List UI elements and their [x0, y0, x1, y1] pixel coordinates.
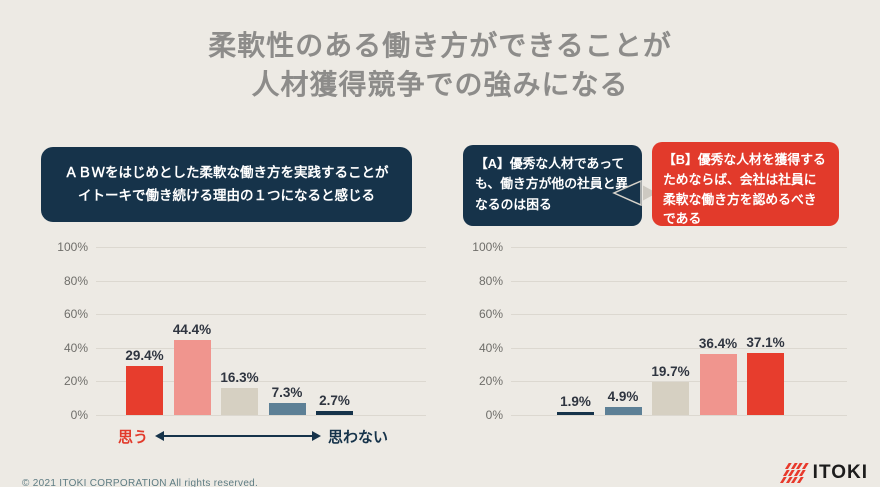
bar-group: 44.4%	[172, 322, 212, 415]
bar-value-label: 4.9%	[607, 388, 639, 404]
gridline	[96, 381, 426, 383]
bar	[268, 402, 306, 415]
left-chart-bars: 29.4% 44.4% 16.3% 7.3% 2.7%	[96, 322, 426, 415]
left-chart-y-axis: 100% 80% 60% 40% 20% 0%	[50, 240, 88, 422]
left-bar-chart: 100% 80% 60% 40% 20% 0% 29.4% 44.4% 16.3% 7.3% 2.…	[50, 240, 432, 456]
y-axis-tick-label: 100%	[472, 240, 503, 254]
y-axis-tick-label: 40%	[63, 340, 88, 355]
bar	[652, 381, 689, 415]
itoki-logo: ITOKI	[780, 462, 868, 484]
double-arrow-icon	[155, 431, 321, 441]
gridline	[96, 247, 426, 248]
bar	[126, 365, 163, 415]
bar-value-label: 1.9%	[560, 393, 591, 409]
y-axis-tick-label: 100%	[57, 240, 88, 254]
y-axis-tick-label: 40%	[478, 340, 503, 355]
itoki-logo-mark-icon	[780, 463, 809, 483]
itoki-logo-text: ITOKI	[812, 462, 868, 483]
gridline	[96, 415, 426, 416]
bar	[221, 387, 258, 415]
bar-value-label: 2.7%	[319, 392, 350, 408]
bar-group: 7.3%	[268, 384, 306, 415]
gridline	[96, 347, 426, 349]
statement-b-callout: 【B】優秀な人材を獲得するためならば、会社は社員に柔軟な働き方を認めるべきである	[652, 142, 839, 226]
bar	[173, 340, 211, 415]
left-statement-line2: イトーキで働き続ける理由の１つになると感じる	[78, 187, 375, 203]
bar	[747, 352, 784, 415]
bar-value-label: 19.7%	[651, 363, 690, 379]
gridline	[511, 314, 847, 316]
gridline	[96, 280, 426, 282]
bar	[604, 406, 642, 415]
bottom-white-strip	[0, 487, 880, 495]
bar-group: 16.3%	[220, 369, 259, 415]
right-bar-chart: 100% 80% 60% 40% 20% 0% 1.9% 4.9% 19.7% 36.4% 37.…	[465, 240, 847, 456]
statement-a-callout: 【A】優秀な人材であっても、働き方が他の社員と異なるのは困る	[463, 145, 642, 226]
bar	[557, 411, 594, 415]
bar-value-label: 29.4%	[125, 347, 164, 363]
y-axis-tick-label: 60%	[63, 307, 88, 322]
y-axis-tick-label: 20%	[63, 374, 88, 389]
bar-value-label: 16.3%	[220, 369, 259, 385]
opposing-arrows-icon	[612, 180, 657, 206]
bar-group: 1.9%	[557, 394, 594, 415]
bar-value-label: 36.4%	[698, 335, 738, 351]
y-axis-tick-label: 60%	[478, 307, 503, 322]
right-chart-y-axis: 100% 80% 60% 40% 20% 0%	[465, 240, 503, 422]
gridline	[511, 347, 847, 349]
gridline	[511, 415, 847, 416]
bar-group: 37.1%	[746, 334, 785, 415]
y-axis-tick-label: 80%	[478, 273, 503, 288]
bar-group: 29.4%	[125, 347, 164, 415]
slide-title-line2: 人材獲得競争での強みになる	[251, 69, 629, 100]
gridline	[96, 314, 426, 316]
bar-value-label: 7.3%	[271, 384, 303, 400]
bar	[316, 410, 353, 415]
gridline	[511, 381, 847, 383]
right-chart-plot-area: 1.9% 4.9% 19.7% 36.4% 37.1%	[511, 247, 847, 416]
left-chart-plot-area: 29.4% 44.4% 16.3% 7.3% 2.7%	[96, 247, 426, 416]
y-axis-tick-label: 80%	[63, 273, 88, 288]
right-chart-bars: 1.9% 4.9% 19.7% 36.4% 37.1%	[511, 335, 847, 415]
axis-label-disagree: 思わない	[327, 428, 388, 446]
bar-value-label: 37.1%	[746, 334, 785, 350]
bar-group: 4.9%	[604, 388, 642, 415]
bar-value-label: 44.4%	[172, 322, 212, 338]
y-axis-tick-label: 20%	[478, 374, 503, 389]
y-axis-tick-label: 0%	[70, 408, 88, 422]
bar-group: 19.7%	[651, 363, 690, 415]
left-statement-callout: ＡＢＷをはじめとした柔軟な働き方を実践することが イトーキで働き続ける理由の１つ…	[41, 147, 412, 222]
gridline	[511, 280, 847, 282]
slide-title-line1: 柔軟性のある働き方ができることが	[208, 30, 672, 61]
bar-group: 2.7%	[316, 392, 353, 415]
slide-title: 柔軟性のある働き方ができることが 人材獲得競争での強みになる	[0, 26, 880, 104]
y-axis-tick-label: 0%	[485, 408, 503, 422]
bar	[699, 353, 737, 415]
likert-axis-annotation: 思う 思わない	[96, 425, 388, 447]
left-statement-line1: ＡＢＷをはじめとした柔軟な働き方を実践することが	[64, 164, 389, 180]
bar-group: 36.4%	[698, 335, 738, 415]
gridline	[511, 247, 847, 248]
axis-label-agree: 思う	[118, 428, 149, 446]
copyright-text: © 2021 ITOKI CORPORATION All rights rese…	[22, 478, 259, 489]
